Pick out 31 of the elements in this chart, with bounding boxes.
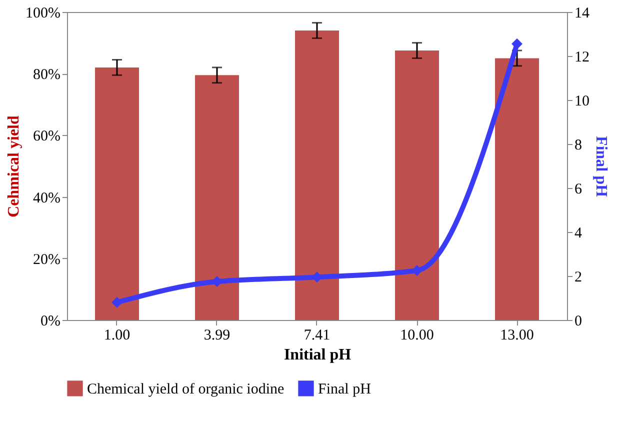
legend-label: Final pH: [318, 381, 372, 398]
y-axis-title: Cehmical yield: [6, 116, 23, 218]
y-tick-label: 0%: [40, 314, 60, 330]
x-tick-label: 13.00: [500, 328, 534, 344]
point: [512, 38, 522, 50]
y2-tick-label: 14: [574, 6, 590, 22]
y-tick-label: 60%: [33, 128, 60, 145]
bar: [195, 75, 239, 320]
x-tick-label: 3.99: [204, 328, 230, 344]
x-tick-label: 10.00: [400, 328, 434, 344]
y2-tick-label: 4: [574, 226, 582, 242]
x-tick-label: 1.00: [104, 328, 130, 344]
bar: [295, 30, 339, 320]
point: [112, 296, 122, 308]
bar: [395, 50, 439, 320]
y2-axis-title: Final pH: [592, 136, 610, 198]
y2-tick-label: 8: [574, 138, 582, 154]
y-tick-label: 100%: [26, 6, 60, 22]
legend-label: Chemical yield of organic iodine: [87, 381, 285, 398]
y2-tick-label: 0: [574, 314, 582, 330]
bar: [495, 58, 539, 320]
y2-tick-label: 12: [574, 50, 590, 66]
y2-tick-label: 10: [574, 94, 590, 110]
y2-tick-label: 2: [574, 270, 582, 286]
y2-tick-label: 6: [574, 182, 582, 198]
y-tick-label: 80%: [33, 67, 60, 84]
y-tick-label: 20%: [33, 252, 60, 268]
x-tick-label: 7.41: [304, 328, 330, 344]
y-tick-label: 40%: [33, 190, 60, 206]
bar: [95, 67, 139, 320]
x-axis-title: Initial pH: [284, 346, 352, 364]
